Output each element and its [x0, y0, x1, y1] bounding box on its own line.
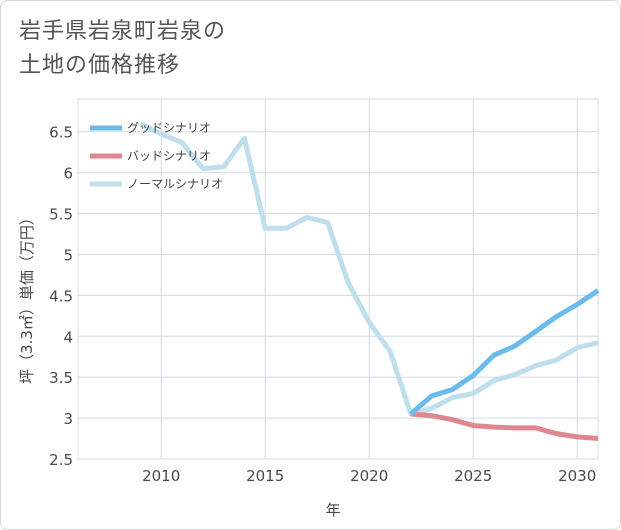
- y-tick-label: 4.5: [49, 287, 73, 305]
- y-tick-labels: 2.5 3 3.5 4 4.5 5 5.5 6 6.5: [49, 124, 73, 469]
- x-tick-label: 2030: [558, 467, 596, 485]
- normal-scenario-line: [139, 121, 599, 417]
- y-tick-label: 3.5: [49, 369, 73, 387]
- chart-title: 岩手県岩泉町岩泉の 土地の価格推移: [19, 15, 419, 83]
- chart-title-line2: 土地の価格推移: [19, 53, 181, 78]
- y-tick-label: 4: [63, 328, 73, 346]
- bad-scenario-line: [410, 411, 599, 441]
- series-lines: [139, 121, 600, 441]
- x-tick-label: 2025: [454, 467, 492, 485]
- x-tick-label: 2010: [142, 467, 180, 485]
- legend-normal-label: ノーマルシナリオ: [127, 177, 223, 191]
- y-tick-label: 6.5: [49, 124, 73, 142]
- y-tick-label: 3: [63, 410, 73, 428]
- y-tick-label: 5: [63, 246, 73, 264]
- x-tick-label: 2015: [246, 467, 284, 485]
- y-axis-title: 坪（3.3㎡）単価（万円）: [18, 210, 36, 384]
- y-tick-label: 2.5: [49, 451, 73, 469]
- legend-bad-label: バッドシナリオ: [127, 149, 211, 163]
- grid-lines: [78, 99, 598, 460]
- x-axis-title: 年: [325, 501, 340, 519]
- x-tick-labels: 2010 2015 2020 2025 2030: [142, 467, 596, 485]
- y-tick-label: 5.5: [49, 206, 73, 224]
- good-scenario-line: [409, 288, 600, 416]
- chart-title-line1: 岩手県岩泉町岩泉の: [19, 19, 227, 44]
- legend-good-label: グッドシナリオ: [127, 121, 211, 135]
- plot-area-border: [77, 98, 599, 460]
- y-tick-label: 6: [63, 165, 73, 183]
- x-tick-label: 2020: [350, 467, 388, 485]
